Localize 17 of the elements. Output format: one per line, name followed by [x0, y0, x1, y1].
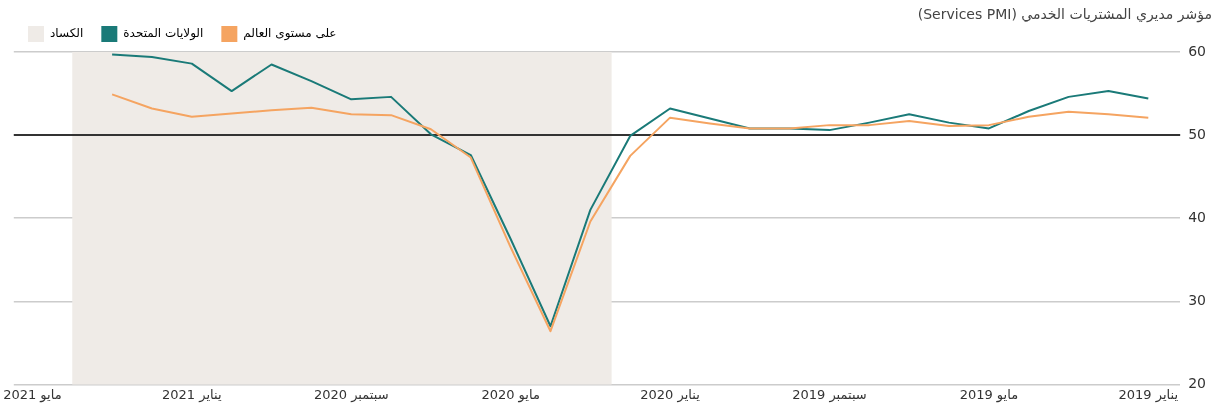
- x-tick-label: يناير 2020: [640, 386, 701, 403]
- y-tick-label: 20: [1188, 375, 1207, 392]
- legend-label: الكساد: [50, 26, 84, 41]
- y-tick-label: 40: [1188, 208, 1207, 225]
- x-tick-label: يناير 2019: [1118, 386, 1179, 403]
- x-tick-label: مايو 2021: [3, 386, 62, 403]
- x-tick-label: مايو 2020: [481, 386, 540, 403]
- x-tick-label: سبتمبر 2020: [313, 386, 389, 403]
- legend-label: على مستوى العالم: [243, 26, 337, 42]
- x-tick-label: مايو 2019: [959, 386, 1019, 403]
- x-tick-label: سبتمبر 2019: [792, 386, 867, 403]
- y-tick-label: 30: [1188, 291, 1207, 308]
- x-tick-label: يناير 2021: [162, 386, 222, 403]
- y-tick-label: 50: [1188, 125, 1207, 142]
- y-tick-label: 60: [1188, 42, 1207, 59]
- legend-label: الولايات المتحدة: [123, 26, 204, 42]
- chart-title: مؤشر مديري المشتريات الخدمي (Services PMI): [917, 6, 1212, 22]
